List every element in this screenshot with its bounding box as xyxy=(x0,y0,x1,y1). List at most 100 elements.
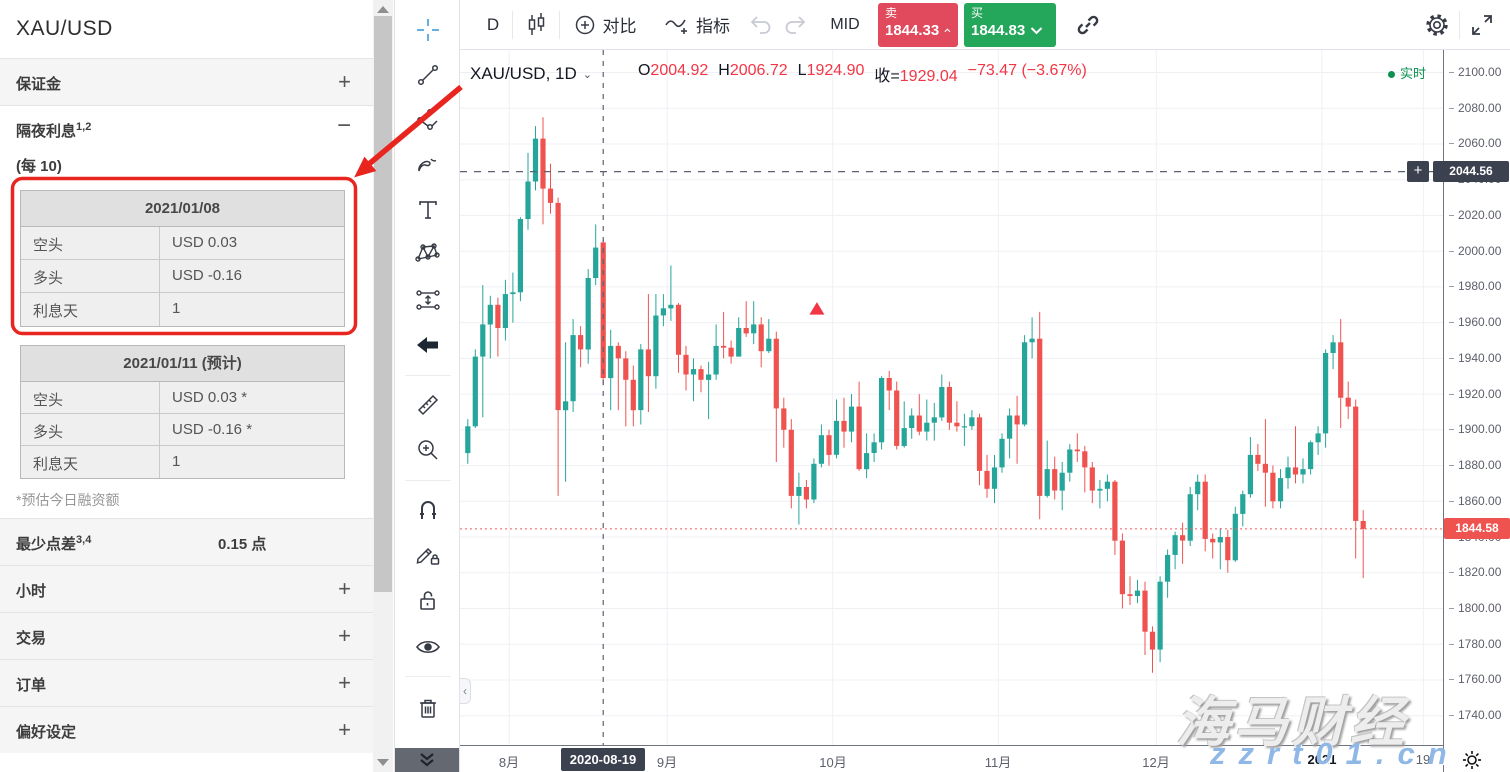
section-trading[interactable]: 交易 + xyxy=(0,612,373,659)
table-row: 空头 USD 0.03 * xyxy=(21,382,344,414)
section-preferences-label: 偏好设定 xyxy=(16,724,77,741)
expand-plus-icon[interactable]: + xyxy=(338,717,351,742)
time-tick-label: 10月 xyxy=(819,755,847,770)
mid-price-label[interactable]: MID xyxy=(830,15,860,33)
redo-button[interactable] xyxy=(778,6,812,44)
more-tools-icon[interactable] xyxy=(395,748,459,772)
section-overnight-interest[interactable]: 隔夜利息1,2 − xyxy=(0,105,373,152)
min-spread-value: 0.15 点 xyxy=(218,536,267,553)
scroll-up-icon[interactable] xyxy=(377,6,389,13)
indicators-icon xyxy=(665,19,687,34)
section-orders[interactable]: 订单 + xyxy=(0,659,373,706)
arrow-marker-icon[interactable] xyxy=(412,329,444,361)
chart-body: XAU/USD, 1D ⌄ O2004.92 H2006.72 L1924.90… xyxy=(460,50,1510,772)
row-label: 多头 xyxy=(21,414,160,445)
overnight-table-current: 2021/01/08 空头 USD 0.03 多头 USD -0.16 利息天 … xyxy=(20,190,345,327)
row-label: 多头 xyxy=(21,260,160,292)
table-row: 空头 USD 0.03 xyxy=(21,227,344,260)
hide-all-icon[interactable] xyxy=(412,631,444,663)
realtime-badge: 实时 xyxy=(1387,63,1426,82)
ruler-icon[interactable] xyxy=(412,389,444,421)
last-price-badge: 1844.58 xyxy=(1444,518,1510,539)
remove-all-icon[interactable] xyxy=(412,692,444,724)
trend-line-icon[interactable] xyxy=(412,59,444,91)
interval-button[interactable]: D xyxy=(486,14,500,34)
section-hours-label: 小时 xyxy=(16,583,47,600)
ohlc-values: O2004.92 H2006.72 L1924.90 收=1929.04 −73… xyxy=(637,62,1087,85)
scroll-down-icon[interactable] xyxy=(377,759,389,766)
crosshair-price-badge: 2044.56 xyxy=(1433,161,1509,182)
price-tick-label: 1880.00 xyxy=(1449,458,1501,472)
price-tick-label: 2100.00 xyxy=(1449,65,1501,79)
price-tick-label: 2020.00 xyxy=(1449,208,1501,222)
price-tick-label: 1900.00 xyxy=(1449,422,1501,436)
close-value: 1929.04 xyxy=(899,68,958,85)
price-tick-label: 1920.00 xyxy=(1449,387,1501,401)
time-tick-label: 12月 xyxy=(1142,755,1170,770)
text-icon[interactable] xyxy=(412,194,444,226)
section-overnight-label: 隔夜利息 xyxy=(16,123,77,140)
instrument-info-panel: XAU/USD 保证金 + 隔夜利息1,2 − (每 10) 2021/01/0… xyxy=(0,0,395,772)
expand-plus-icon[interactable]: + xyxy=(338,69,351,94)
chart-toolbar: D 对比 指标 xyxy=(460,0,1510,50)
overnight-table-forecast: 2021/01/11 (预计) 空头 USD 0.03 * 多头 USD -0.… xyxy=(20,345,345,479)
crosshair-icon[interactable] xyxy=(412,14,444,46)
row-value: 1 xyxy=(172,300,181,317)
magnet-icon[interactable] xyxy=(412,494,444,526)
brush-icon[interactable] xyxy=(412,149,444,181)
price-tick-label: 1800.00 xyxy=(1449,601,1501,615)
compare-button[interactable]: 对比 xyxy=(560,6,650,44)
sell-price: 1844.33 xyxy=(885,21,940,39)
scrollbar-thumb[interactable] xyxy=(374,16,392,592)
price-tick-label: 1860.00 xyxy=(1449,494,1501,508)
undo-button[interactable] xyxy=(744,6,778,44)
fib-lines-icon[interactable] xyxy=(412,104,444,136)
toolbar-separator xyxy=(559,10,560,39)
toolbar-divider xyxy=(405,480,451,481)
candlestick-plot[interactable] xyxy=(460,50,1443,745)
settings-gear-icon[interactable] xyxy=(1415,6,1459,44)
section-hours[interactable]: 小时 + xyxy=(0,565,373,612)
price-tick-label: 2080.00 xyxy=(1449,101,1501,115)
projection-icon[interactable] xyxy=(412,284,444,316)
add-alert-plus-button[interactable]: + xyxy=(1407,161,1429,182)
sidebar-scrollbar[interactable] xyxy=(373,0,393,772)
sell-button[interactable]: 卖 1844.33 xyxy=(878,2,958,47)
section-preferences[interactable]: 偏好设定 + xyxy=(0,706,373,753)
indicators-button[interactable]: 指标 xyxy=(650,6,744,44)
zoom-in-icon[interactable] xyxy=(412,434,444,466)
price-axis[interactable]: 2100.002080.002060.002040.002020.002000.… xyxy=(1407,50,1510,772)
time-tick-label: 8月 xyxy=(498,755,520,770)
drawing-toolbar xyxy=(394,0,460,772)
chevron-down-icon[interactable]: ⌄ xyxy=(582,68,592,81)
expand-plus-icon[interactable]: + xyxy=(338,623,351,648)
expand-plus-icon[interactable]: + xyxy=(338,576,351,601)
chart-legend: XAU/USD, 1D ⌄ O2004.92 H2006.72 L1924.90… xyxy=(470,62,1087,86)
lock-all-icon[interactable] xyxy=(412,585,444,617)
toolbar-divider xyxy=(405,375,451,376)
watermark-url: zzrt01.cn xyxy=(1210,736,1460,771)
min-spread-label: 最少点差 xyxy=(16,536,77,553)
compare-label: 对比 xyxy=(602,17,637,36)
fullscreen-icon[interactable] xyxy=(1460,6,1504,44)
section-trading-label: 交易 xyxy=(16,630,47,647)
sun-icon xyxy=(1462,750,1482,770)
link-button[interactable] xyxy=(1064,6,1112,44)
legend-symbol[interactable]: XAU/USD, 1D xyxy=(470,64,577,83)
section-margin[interactable]: 保证金 + xyxy=(0,58,373,105)
time-tick-label: 2021 xyxy=(1307,752,1337,767)
chart-style-button[interactable] xyxy=(513,6,559,44)
high-value: 2006.72 xyxy=(729,62,788,79)
collapse-minus-icon[interactable]: − xyxy=(336,112,351,139)
expand-plus-icon[interactable]: + xyxy=(338,670,351,695)
xabcd-pattern-icon[interactable] xyxy=(412,238,444,270)
price-tick-label: 1980.00 xyxy=(1449,279,1501,293)
price-tick-label: 1760.00 xyxy=(1449,672,1501,686)
toolbar-collapse-handle[interactable]: ‹ xyxy=(460,678,471,704)
buy-button[interactable]: 买 1844.83 xyxy=(964,2,1056,47)
time-axis[interactable]: 8月 9月 10月 11月 12月 2021 19 2020-08-19 xyxy=(460,745,1443,772)
green-dot-icon xyxy=(1387,71,1395,78)
price-tick-label: 1740.00 xyxy=(1449,708,1501,722)
toolbar-separator xyxy=(1459,11,1460,39)
drawing-mode-lock-icon[interactable] xyxy=(412,539,444,571)
